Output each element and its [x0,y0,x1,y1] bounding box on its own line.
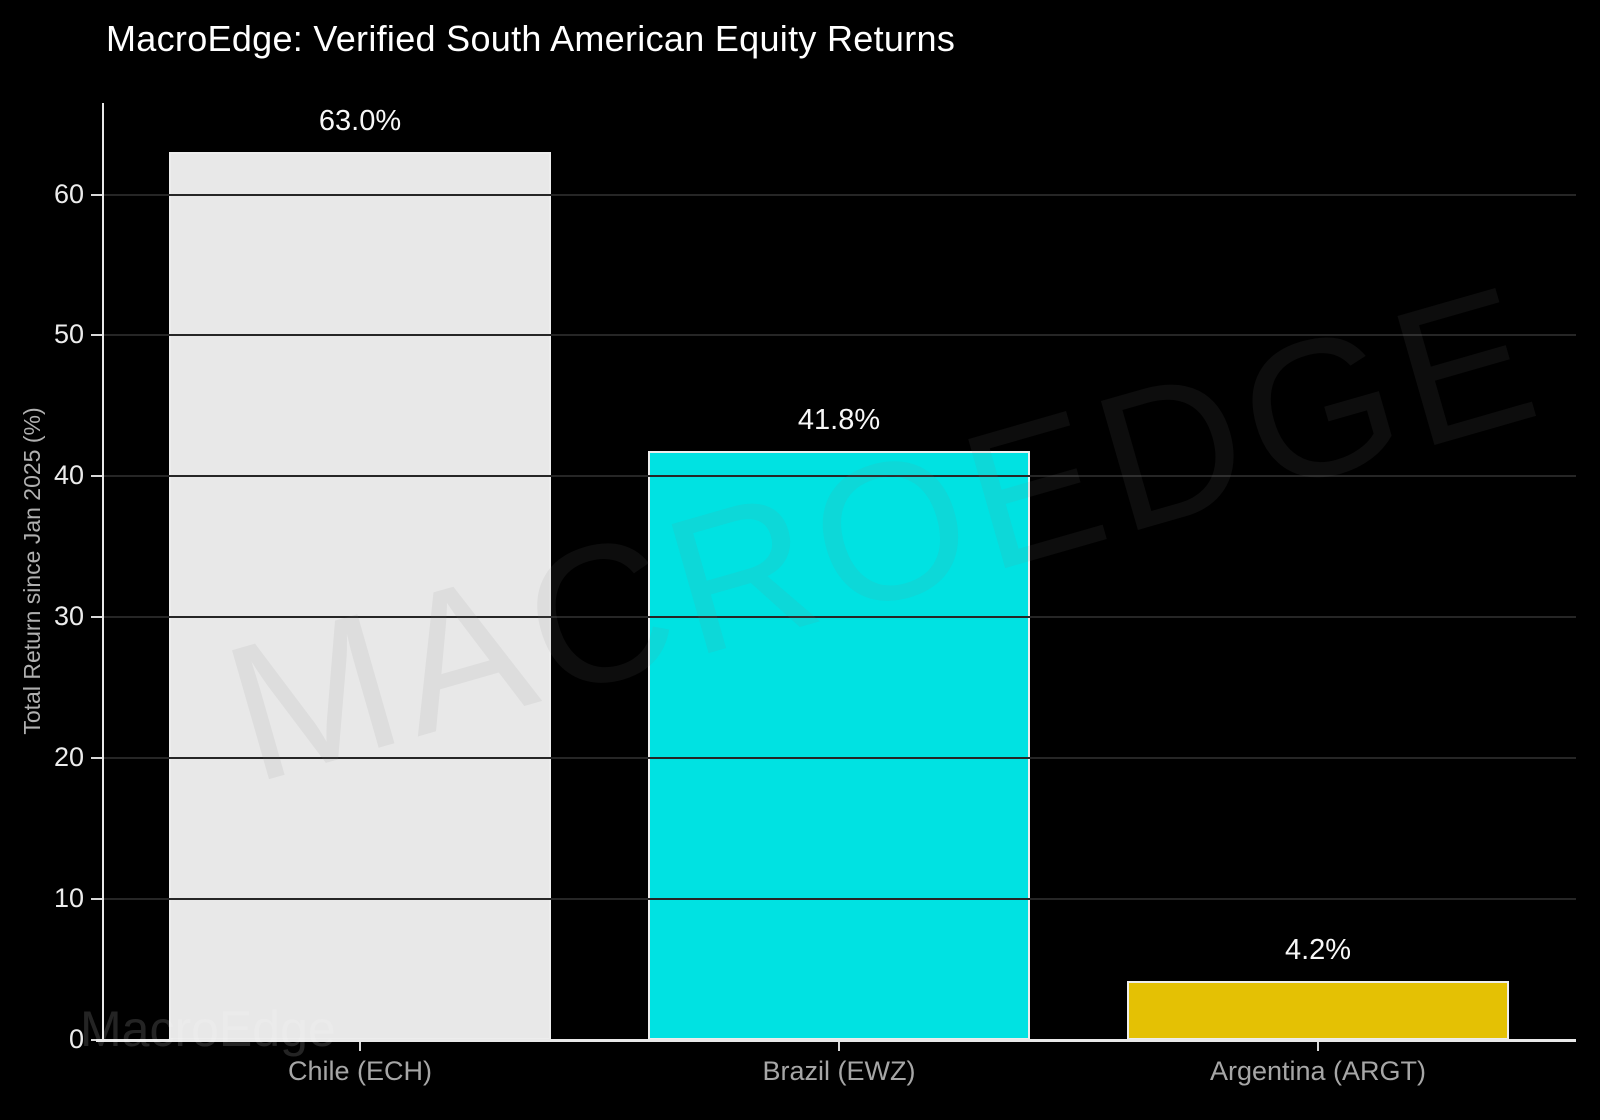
bar-value-label: 63.0% [318,105,402,138]
y-tick-label: 0 [68,1024,84,1054]
y-tick-mark [91,757,104,760]
gridline [104,475,1576,478]
gridline [104,334,1576,337]
gridline [104,757,1576,760]
gridline [104,616,1576,619]
gridline [104,898,1576,901]
x-tick-mark [1317,1040,1319,1051]
bar-value-label: 41.8% [797,404,881,437]
y-tick-label: 40 [53,460,84,491]
x-tick-label: Chile (ECH) [287,1056,433,1086]
y-tick-label: 50 [53,319,84,350]
y-tick-label: 10 [53,883,84,914]
bar-chile [169,152,551,1040]
bar-brazil [648,451,1030,1040]
y-axis-spine [102,103,104,1042]
gridline [104,193,1576,196]
y-tick-label: 60 [53,178,84,209]
y-axis-label: Total Return since Jan 2025 (%) [19,407,45,735]
x-axis-spine [96,1039,1576,1042]
x-tick-label: Argentina (ARGT) [1209,1056,1427,1086]
y-tick-mark [91,616,104,619]
y-tick-label: 30 [53,601,84,632]
y-tick-mark [91,334,104,337]
bar-value-label: 4.2% [1284,933,1352,966]
y-tick-mark [91,193,104,196]
x-tick-label: Brazil (EWZ) [762,1056,916,1086]
y-tick-label: 20 [53,742,84,773]
x-tick-mark [838,1040,840,1051]
plot-area [104,103,1576,1040]
bar-argentina [1127,980,1509,1040]
y-tick-mark [91,898,104,901]
x-tick-mark [359,1040,361,1051]
y-tick-mark [91,475,104,478]
chart-title: MacroEdge: Verified South American Equit… [106,18,956,59]
